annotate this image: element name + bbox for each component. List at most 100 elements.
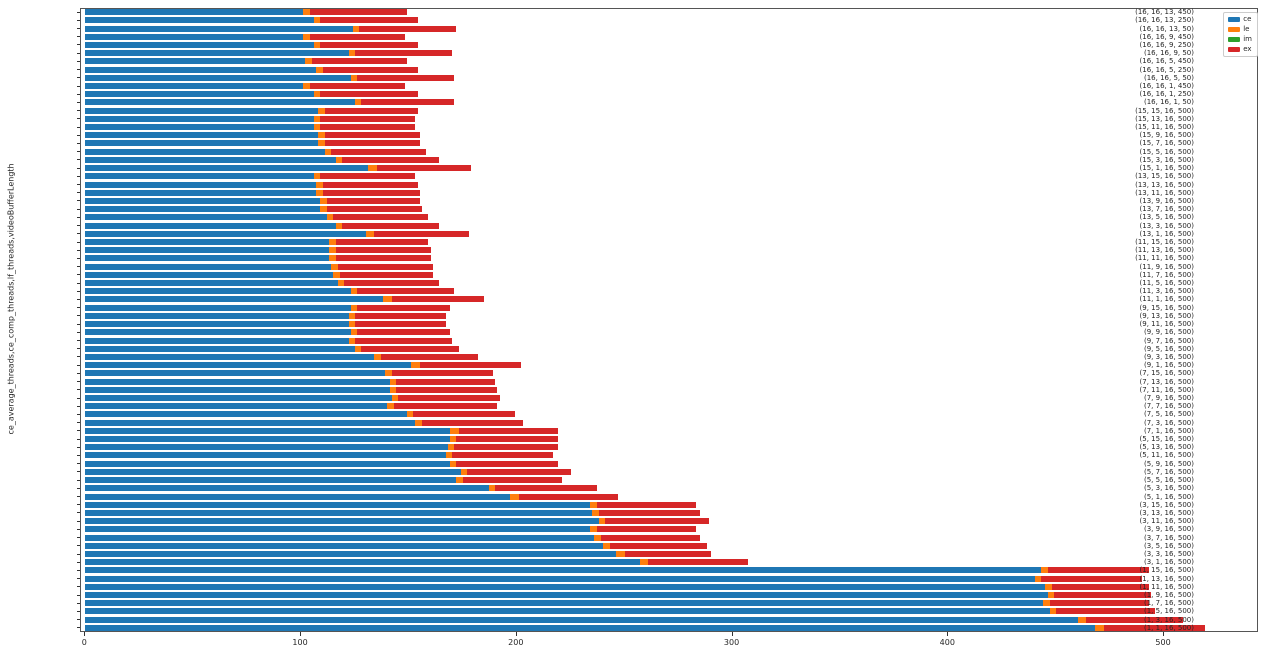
bar-segment-ce — [85, 419, 416, 426]
y-tick-label: (15, 9, 16, 500) — [1139, 131, 1194, 140]
y-tick-mark — [77, 60, 80, 62]
y-tick-mark — [77, 356, 80, 358]
y-tick-mark — [77, 307, 80, 309]
plot-area — [80, 8, 1258, 632]
y-tick-label: (11, 1, 16, 500) — [1139, 295, 1194, 304]
bar-segment-ex — [395, 386, 498, 393]
y-tick-mark — [77, 471, 80, 473]
bar-row — [85, 600, 1149, 607]
bar-segment-ex — [326, 206, 422, 213]
y-tick-label: (11, 7, 16, 500) — [1139, 270, 1194, 279]
bar-row — [85, 140, 420, 147]
y-tick-label: (7, 3, 16, 500) — [1144, 418, 1194, 427]
y-tick-mark — [77, 463, 80, 465]
bar-segment-ce — [85, 9, 304, 16]
bar-row — [85, 444, 558, 451]
bar-segment-ce — [85, 33, 304, 40]
bar-segment-ce — [85, 551, 617, 557]
bar-segment-ce — [85, 304, 351, 311]
bar-segment-ex — [1041, 575, 1143, 582]
y-tick-label: (3, 13, 16, 500) — [1139, 508, 1194, 517]
y-tick-label: (1, 11, 16, 500) — [1139, 582, 1194, 591]
bar-segment-ce — [85, 206, 321, 213]
bar-segment-ex — [1056, 608, 1156, 615]
y-tick-label: (9, 5, 16, 500) — [1144, 344, 1194, 353]
x-tick-label: 200 — [508, 638, 524, 647]
bar-segment-ex — [322, 66, 418, 73]
y-tick-label: (15, 7, 16, 500) — [1139, 139, 1194, 148]
bar-segment-le — [337, 280, 345, 287]
bar-row — [85, 41, 418, 48]
y-tick-label: (16, 16, 5, 50) — [1144, 73, 1194, 82]
bar-segment-ex — [324, 140, 420, 147]
bar-row — [85, 477, 563, 484]
bar-segment-ce — [85, 255, 330, 262]
y-tick-mark — [77, 397, 80, 399]
y-tick-label: (7, 1, 16, 500) — [1144, 426, 1194, 435]
bar-segment-ex — [326, 197, 420, 204]
bar-segment-ce — [85, 624, 1096, 631]
legend: ce le im ex — [1223, 12, 1258, 57]
bar-segment-le — [639, 559, 649, 566]
y-tick-mark — [77, 44, 80, 46]
bar-row — [85, 66, 418, 73]
y-tick-label: (13, 7, 16, 500) — [1139, 205, 1194, 214]
bar-segment-le — [303, 9, 310, 16]
y-tick-label: (5, 1, 16, 500) — [1144, 492, 1194, 501]
bar-segment-ex — [605, 518, 709, 525]
bar-segment-ex — [333, 214, 429, 221]
y-tick-label: (16, 16, 1, 50) — [1144, 98, 1194, 107]
y-tick-mark — [77, 257, 80, 259]
bar-segment-le — [592, 509, 599, 516]
bar-row — [85, 189, 420, 196]
y-tick-label: (15, 15, 16, 500) — [1135, 106, 1194, 115]
y-tick-mark — [77, 159, 80, 161]
y-tick-label: (3, 5, 16, 500) — [1144, 541, 1194, 550]
bar-segment-le — [1095, 624, 1104, 631]
bar-segment-le — [318, 140, 325, 147]
bar-segment-le — [603, 542, 610, 549]
bar-segment-ce — [85, 353, 375, 360]
bar-segment-le — [598, 518, 606, 525]
bar-segment-le — [590, 501, 597, 508]
bar-row — [85, 452, 554, 459]
y-tick-label: (1, 5, 16, 500) — [1144, 607, 1194, 616]
y-tick-label: (5, 11, 16, 500) — [1139, 451, 1194, 460]
bar-segment-ex — [454, 444, 558, 451]
y-tick-label: (15, 11, 16, 500) — [1135, 123, 1194, 132]
legend-swatch-icon — [1228, 47, 1241, 52]
bar-segment-le — [333, 271, 340, 278]
bar-row — [85, 321, 446, 328]
bar-segment-ex — [335, 239, 429, 245]
bar-segment-ce — [85, 189, 317, 196]
bar-segment-ex — [1049, 600, 1149, 607]
y-tick-mark — [77, 372, 80, 374]
bar-segment-le — [1034, 575, 1042, 582]
y-tick-label: (16, 16, 13, 450) — [1135, 8, 1194, 17]
y-tick-mark — [77, 454, 80, 456]
y-tick-mark — [77, 110, 80, 112]
legend-label: le — [1243, 25, 1250, 33]
bar-segment-le — [383, 296, 392, 303]
bar-segment-ce — [85, 197, 321, 204]
legend-swatch-icon — [1228, 37, 1241, 42]
bar-segment-ex — [391, 370, 494, 377]
y-tick-label: (7, 11, 16, 500) — [1139, 385, 1194, 394]
bar-row — [85, 575, 1143, 582]
y-tick-label: (9, 11, 16, 500) — [1139, 320, 1194, 329]
y-tick-label: (16, 16, 1, 450) — [1139, 82, 1194, 90]
y-tick-label: (3, 11, 16, 500) — [1139, 517, 1194, 526]
y-tick-mark — [77, 167, 80, 169]
y-tick-mark — [77, 52, 80, 54]
y-tick-label: (9, 7, 16, 500) — [1144, 336, 1194, 345]
bar-segment-ex — [337, 263, 433, 270]
y-tick-label: (7, 15, 16, 500) — [1139, 369, 1194, 378]
bar-row — [85, 501, 696, 508]
bar-segment-le — [314, 91, 321, 98]
bar-segment-ce — [85, 271, 334, 278]
bar-row — [85, 386, 498, 393]
y-tick-label: (1, 3, 16, 500) — [1144, 615, 1194, 624]
bar-segment-ex — [391, 296, 485, 303]
bar-segment-ce — [85, 395, 392, 401]
bar-segment-ce — [85, 518, 599, 525]
